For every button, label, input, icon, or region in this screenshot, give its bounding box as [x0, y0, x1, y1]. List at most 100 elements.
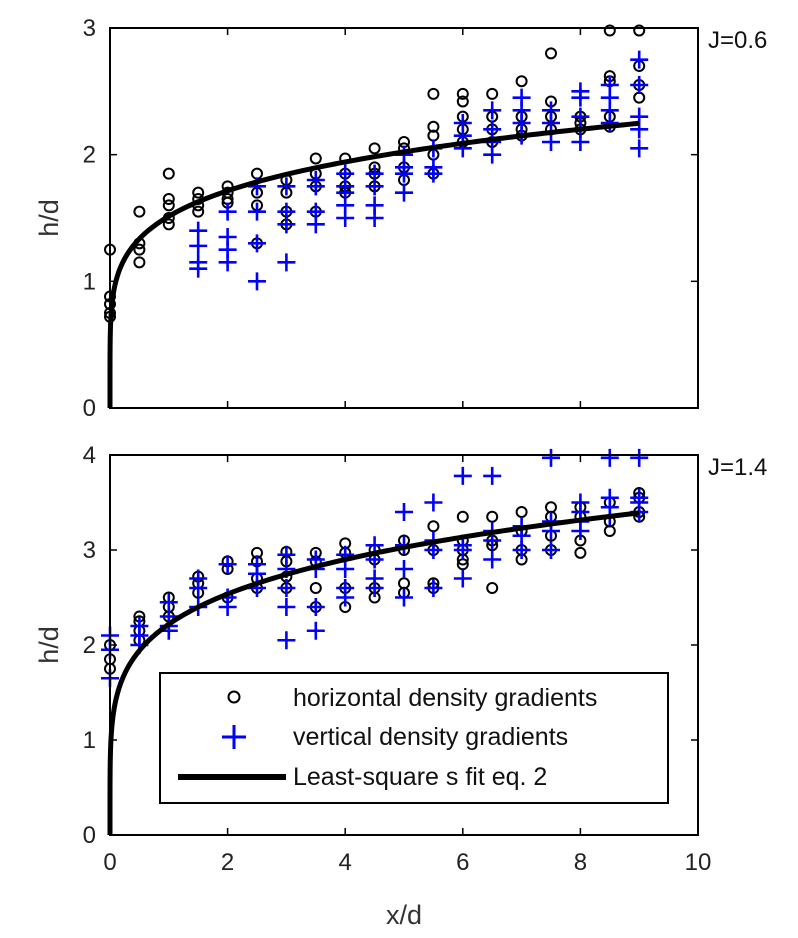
vertical-point — [277, 253, 296, 272]
vertical-point — [395, 183, 413, 202]
horizontal-point — [633, 24, 646, 37]
vertical-point — [277, 631, 296, 650]
vertical-point — [306, 215, 325, 234]
bottom-j-label: J=1.4 — [708, 454, 767, 481]
vertical-point — [365, 579, 384, 597]
vertical-point — [365, 177, 384, 196]
horizontal-point — [162, 193, 175, 205]
vertical-point — [189, 579, 208, 597]
vertical-point — [218, 555, 237, 574]
horizontal-point — [427, 120, 440, 133]
top-axes-frame — [109, 27, 699, 409]
x-tick-label: 2 — [221, 849, 234, 876]
vertical-point — [512, 541, 531, 559]
horizontal-point — [309, 582, 322, 594]
vertical-point — [189, 259, 208, 278]
bottom-ylabel: h/d — [34, 626, 64, 664]
vertical-point — [306, 598, 325, 616]
horizontal-point — [192, 205, 205, 218]
vertical-point — [630, 50, 649, 69]
horizontal-point — [309, 152, 322, 165]
vertical-point — [571, 133, 590, 151]
legend-circle-marker — [227, 690, 241, 704]
vertical-point — [542, 114, 560, 132]
vertical-point — [336, 209, 355, 227]
y-tick-label: 2 — [83, 142, 96, 169]
y-tick-label: 1 — [83, 268, 96, 295]
horizontal-point — [162, 218, 175, 231]
horizontal-point — [427, 87, 440, 100]
y-tick-label: 0 — [83, 822, 96, 849]
horizontal-point — [456, 87, 469, 100]
x-tick-label: 8 — [574, 849, 587, 876]
x-tick-label: 10 — [685, 849, 712, 876]
fit-line — [107, 510, 640, 835]
vertical-point — [189, 221, 208, 240]
bottom-tick-labels: 0 2 4 6 8 10 0 1 2 3 4 — [83, 442, 712, 876]
vertical-point — [571, 88, 590, 107]
vertical-point — [218, 202, 237, 221]
horizontal-point — [486, 510, 499, 523]
horizontal-point — [456, 510, 469, 523]
horizontal-point — [192, 186, 205, 199]
vertical-point — [600, 114, 619, 132]
vertical-point — [277, 598, 296, 616]
vertical-point — [248, 272, 266, 291]
bottom-xlabel: x/d — [386, 900, 422, 930]
x-tick-label: 4 — [339, 849, 352, 876]
vertical-point — [395, 560, 413, 578]
horizontal-point — [427, 520, 440, 533]
vertical-point — [365, 209, 384, 227]
top-ylabel: h/d — [34, 199, 64, 237]
vertical-point — [336, 588, 355, 607]
vertical-point — [189, 236, 208, 255]
vertical-point — [483, 145, 502, 164]
vertical-point — [395, 164, 413, 183]
vertical-point — [424, 493, 443, 512]
vertical-point — [483, 101, 502, 120]
vertical-point — [571, 522, 590, 540]
vertical-point — [630, 76, 649, 94]
vertical-point — [277, 177, 296, 196]
vertical-point — [277, 579, 296, 597]
horizontal-point — [456, 95, 469, 108]
vertical-point — [630, 448, 649, 467]
legend: horizontal density gradients vertical de… — [159, 672, 669, 804]
vertical-point — [542, 448, 560, 467]
vertical-point — [395, 503, 413, 521]
horizontal-point — [456, 558, 469, 571]
vertical-point — [336, 560, 355, 578]
vertical-point — [277, 215, 296, 234]
top-tick-labels: 0 1 2 3 — [83, 15, 96, 422]
vertical-point — [453, 569, 472, 588]
vertical-point — [424, 164, 443, 183]
legend-entry-vertical: vertical density gradients — [222, 723, 568, 751]
vertical-point — [395, 588, 413, 607]
horizontal-point — [603, 24, 616, 37]
horizontal-point — [515, 506, 528, 518]
legend-entry-horizontal: horizontal density gradients — [227, 684, 597, 712]
y-tick-label: 0 — [83, 395, 96, 422]
y-tick-label: 1 — [83, 727, 96, 754]
legend-label-fit: Least-square s fit eq. 2 — [293, 763, 547, 791]
horizontal-point — [162, 199, 175, 212]
panel-top: 0 1 2 3 h/d J=0.6 — [34, 15, 767, 422]
x-tick-label: 6 — [456, 849, 469, 876]
vertical-point — [248, 234, 266, 253]
vertical-point — [483, 550, 502, 569]
horizontal-point — [133, 205, 146, 218]
fit-line — [107, 120, 640, 408]
vertical-point — [600, 448, 619, 467]
top-j-label: J=0.6 — [708, 27, 767, 54]
horizontal-point — [486, 582, 499, 594]
horizontal-point — [162, 167, 175, 180]
vertical-point — [453, 466, 472, 485]
y-tick-label: 3 — [83, 537, 96, 564]
horizontal-point — [633, 91, 646, 104]
vertical-point — [306, 177, 325, 196]
vertical-point — [218, 598, 237, 616]
y-tick-label: 2 — [83, 632, 96, 659]
y-tick-label: 4 — [83, 442, 96, 469]
x-tick-label: 0 — [103, 849, 116, 876]
